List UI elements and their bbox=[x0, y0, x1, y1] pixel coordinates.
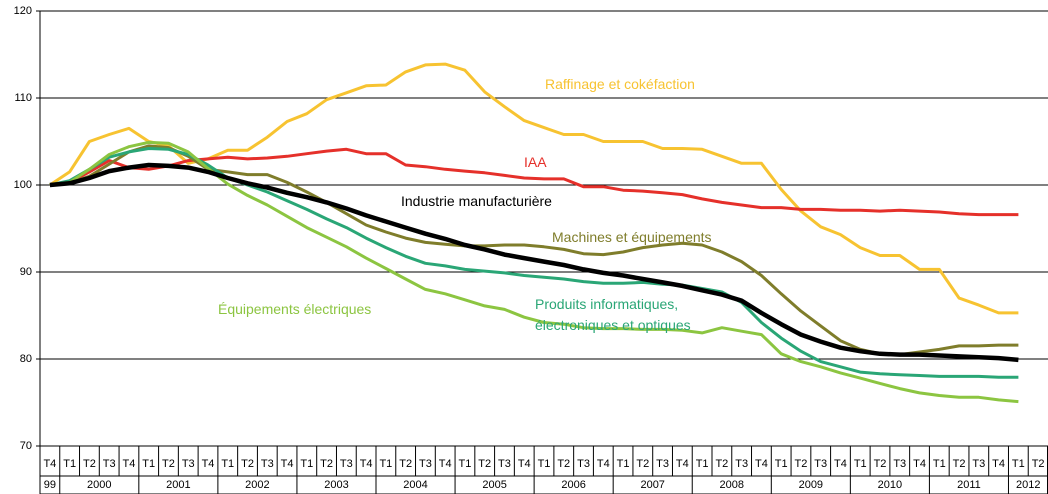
x-tick-label: T2 bbox=[1032, 458, 1045, 470]
x-tick-label: T1 bbox=[142, 458, 155, 470]
x-tick-label: T3 bbox=[261, 458, 274, 470]
x-tick-label: T4 bbox=[834, 458, 847, 470]
x-tick-label: T4 bbox=[439, 458, 452, 470]
year-label: 2006 bbox=[561, 479, 585, 491]
x-tick-label: T4 bbox=[123, 458, 136, 470]
series-label: Raffinage et cokéfaction bbox=[545, 76, 695, 92]
x-tick-label: T3 bbox=[656, 458, 669, 470]
x-tick-label: T2 bbox=[241, 458, 254, 470]
year-label: 2007 bbox=[640, 479, 664, 491]
y-tick-label: 80 bbox=[20, 353, 32, 365]
y-tick-label: 90 bbox=[20, 266, 32, 278]
x-tick-label: T4 bbox=[202, 458, 215, 470]
x-tick-label: T1 bbox=[538, 458, 551, 470]
x-tick-label: T2 bbox=[557, 458, 570, 470]
year-label: 2005 bbox=[482, 479, 506, 491]
x-tick-label: T1 bbox=[221, 458, 234, 470]
series-label: Industrie manufacturière bbox=[401, 193, 552, 209]
series-label: IAA bbox=[524, 154, 547, 170]
x-tick-label: T1 bbox=[854, 458, 867, 470]
x-tick-label: T2 bbox=[399, 458, 412, 470]
x-tick-label: T3 bbox=[498, 458, 511, 470]
series-label: Machines et équipements bbox=[552, 229, 712, 245]
x-tick-label: T4 bbox=[755, 458, 768, 470]
y-tick-label: 70 bbox=[20, 440, 32, 452]
x-tick-label: T4 bbox=[281, 458, 294, 470]
x-tick-label: T1 bbox=[617, 458, 630, 470]
y-tick-label: 100 bbox=[14, 179, 32, 191]
x-tick-label: T2 bbox=[715, 458, 728, 470]
x-tick-label: T3 bbox=[577, 458, 590, 470]
x-tick-label: T1 bbox=[933, 458, 946, 470]
x-tick-label: T3 bbox=[340, 458, 353, 470]
x-tick-label: T3 bbox=[735, 458, 748, 470]
series-line bbox=[49, 147, 1019, 217]
year-label: 2003 bbox=[324, 479, 348, 491]
year-label: 2012 bbox=[1016, 479, 1040, 491]
x-tick-label: T3 bbox=[893, 458, 906, 470]
year-label: 99 bbox=[44, 479, 56, 491]
x-tick-label: T1 bbox=[1012, 458, 1025, 470]
year-label: 2009 bbox=[799, 479, 823, 491]
year-label: 2004 bbox=[403, 479, 427, 491]
x-tick-label: T1 bbox=[696, 458, 709, 470]
year-label: 2000 bbox=[87, 479, 111, 491]
series-label: Équipements électriques bbox=[218, 301, 372, 317]
x-tick-label: T2 bbox=[320, 458, 333, 470]
x-tick-label: T1 bbox=[775, 458, 788, 470]
x-tick-label: T3 bbox=[103, 458, 116, 470]
x-tick-label: T4 bbox=[43, 458, 56, 470]
x-tick-label: T4 bbox=[676, 458, 689, 470]
x-tick-label: T2 bbox=[636, 458, 649, 470]
x-tick-label: T1 bbox=[63, 458, 76, 470]
x-tick-label: T4 bbox=[518, 458, 531, 470]
x-tick-label: T4 bbox=[913, 458, 926, 470]
x-tick-label: T1 bbox=[300, 458, 313, 470]
x-tick-label: T4 bbox=[360, 458, 373, 470]
series-line bbox=[49, 147, 1019, 379]
x-tick-label: T1 bbox=[379, 458, 392, 470]
x-tick-label: T3 bbox=[814, 458, 827, 470]
y-tick-label: 120 bbox=[14, 5, 32, 17]
x-tick-label: T4 bbox=[992, 458, 1005, 470]
x-tick-label: T3 bbox=[419, 458, 432, 470]
x-tick-label: T2 bbox=[795, 458, 808, 470]
series-label: Produits informatiques, électroniques et… bbox=[535, 296, 691, 333]
year-label: 2002 bbox=[245, 479, 269, 491]
year-label: 2010 bbox=[878, 479, 902, 491]
year-label: 2008 bbox=[720, 479, 744, 491]
x-tick-label: T2 bbox=[874, 458, 887, 470]
x-tick-label: T3 bbox=[972, 458, 985, 470]
x-tick-label: T1 bbox=[459, 458, 472, 470]
year-label: 2011 bbox=[957, 479, 981, 491]
x-tick-label: T4 bbox=[597, 458, 610, 470]
x-tick-label: T2 bbox=[83, 458, 96, 470]
x-tick-label: T3 bbox=[182, 458, 195, 470]
y-tick-label: 110 bbox=[14, 92, 32, 104]
series-line bbox=[49, 162, 1019, 363]
x-tick-label: T2 bbox=[953, 458, 966, 470]
x-tick-label: T2 bbox=[162, 458, 175, 470]
x-tick-label: T2 bbox=[478, 458, 491, 470]
year-label: 2001 bbox=[166, 479, 190, 491]
